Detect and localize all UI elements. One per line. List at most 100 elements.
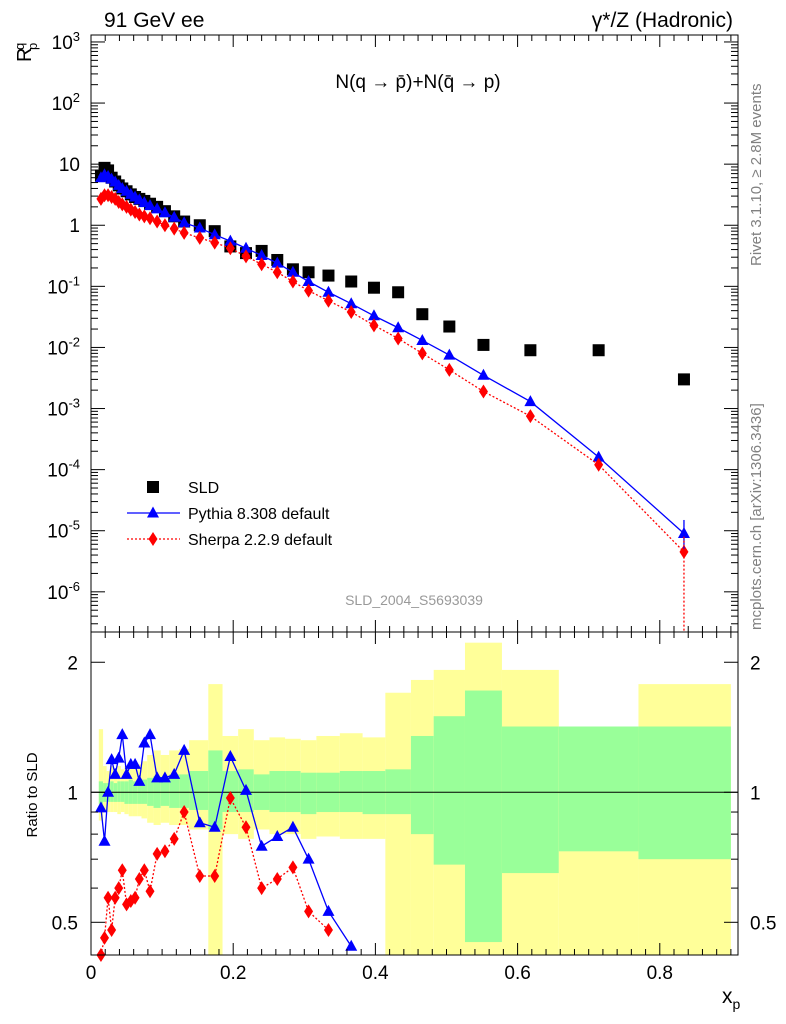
upper-point-1-14 <box>158 206 171 218</box>
xtick-label-2: 0.4 <box>362 963 389 984</box>
ratio-point-0-21 <box>255 839 268 851</box>
ratio-point-1-17 <box>195 868 205 883</box>
upper-point-2-34 <box>679 544 689 559</box>
upper-point-1-27 <box>367 309 380 321</box>
upper-point-1-16 <box>178 216 191 228</box>
band-inner-33 <box>558 726 639 852</box>
band-inner-22 <box>269 771 286 813</box>
legend-label-0: SLD <box>188 480 219 497</box>
xtick-label-4: 0.8 <box>647 963 673 984</box>
upper-point-1-26 <box>345 297 358 309</box>
upper-point-2-28 <box>393 331 403 346</box>
ratio-point-0-9 <box>129 757 142 769</box>
legend-label-2: Sherpa 2.2.9 default <box>188 532 333 549</box>
ratio-point-1-13 <box>152 846 162 861</box>
lower-ytick-label-right-1: 1 <box>750 783 761 804</box>
band-inner-28 <box>385 769 411 815</box>
band-inner-32 <box>501 726 559 874</box>
ratio-point-0-23 <box>286 820 299 832</box>
upper-point-1-25 <box>322 285 335 297</box>
ratio-point-1-2 <box>103 890 113 905</box>
svg-text:102: 102 <box>52 90 80 115</box>
band-inner-6 <box>120 781 125 802</box>
upper-point-1-19 <box>224 234 237 246</box>
side-label-mcplots: mcplots.cern.ch [arXiv:1306.3436] <box>748 403 765 630</box>
svg-text:10-3: 10-3 <box>47 396 80 421</box>
main-title: N(q → p̄)+N(q̄ → p) <box>335 72 500 93</box>
band-inner-15 <box>169 774 180 808</box>
upper-series-0 <box>94 161 690 386</box>
upper-point-2-26 <box>346 305 356 320</box>
lower-frame <box>90 631 739 956</box>
upper-point-0-26 <box>345 275 358 288</box>
xtick-label-3: 0.6 <box>504 963 530 984</box>
ratio-point-0-4 <box>109 767 122 779</box>
upper-point-1-30 <box>443 348 456 360</box>
ratio-point-1-10 <box>134 871 144 886</box>
ratio-point-1-21 <box>257 881 267 896</box>
upper-point-2-33 <box>594 457 604 472</box>
band-inner-16 <box>179 774 190 808</box>
upper-point-2-22 <box>272 265 282 280</box>
upper-point-0-24 <box>302 266 315 279</box>
svg-text:10-1: 10-1 <box>47 273 80 298</box>
upper-point-1-23 <box>286 265 299 277</box>
band-inner-24 <box>300 772 317 815</box>
upper-point-2-13 <box>152 214 162 229</box>
legend-entry-0: SLD <box>147 480 219 497</box>
ratio-point-0-19 <box>224 750 237 762</box>
band-inner-17 <box>189 771 209 810</box>
upper-point-2-19 <box>225 241 235 256</box>
ratio-point-0-15 <box>168 767 181 779</box>
ratio-point-1-23 <box>288 860 298 875</box>
legend-marker-0 <box>147 481 159 493</box>
ratio-point-1-24 <box>304 904 314 919</box>
lower-ytick-label-right-0: 0.5 <box>750 913 776 934</box>
svg-text:103: 103 <box>52 29 80 54</box>
legend-entry-1: Pythia 8.308 default <box>127 506 330 523</box>
lower-ytick-label-right-2: 2 <box>750 653 761 674</box>
upper-ytick-label-9: 103 <box>52 29 80 54</box>
svg-text:10-6: 10-6 <box>47 579 80 604</box>
ratio-point-0-13 <box>151 771 164 783</box>
upper-ytick-label-2: 10-4 <box>47 457 80 482</box>
svg-text:q: q <box>12 43 27 50</box>
svg-text:R: R <box>14 48 36 62</box>
legend-marker-1 <box>147 506 159 518</box>
upper-point-1-18 <box>208 228 221 240</box>
upper-point-2-18 <box>210 235 220 250</box>
upper-point-0-28 <box>392 286 405 299</box>
xtick-label-0: 0 <box>86 963 97 984</box>
upper-point-2-20 <box>241 249 251 264</box>
header-right: γ*/Z (Hadronic) <box>592 9 733 32</box>
band-inner-11 <box>141 779 148 804</box>
svg-text:10-2: 10-2 <box>47 334 80 359</box>
legend-label-1: Pythia 8.308 default <box>188 506 330 523</box>
ratio-point-0-12 <box>144 728 157 740</box>
upper-point-1-28 <box>392 321 405 333</box>
ratio-point-1-6 <box>117 863 127 878</box>
band-inner-26 <box>339 771 363 813</box>
upper-point-1-12 <box>144 199 157 211</box>
upper-point-1-20 <box>239 241 252 253</box>
upper-point-1-32 <box>524 395 537 407</box>
upper-point-1-15 <box>168 210 181 222</box>
band-inner-23 <box>285 771 301 813</box>
ratio-point-1-11 <box>139 863 149 878</box>
ratio-point-1-22 <box>272 871 282 886</box>
upper-point-1-17 <box>193 221 206 233</box>
x-axis-label: xp <box>722 985 741 1012</box>
upper-point-0-29 <box>416 308 429 321</box>
ratio-point-0-7 <box>120 767 133 779</box>
upper-point-0-27 <box>367 281 380 294</box>
ratio-point-0-17 <box>193 816 206 828</box>
xtick-label-1: 0.2 <box>220 963 246 984</box>
ratio-point-0-22 <box>271 829 284 841</box>
upper-point-2-24 <box>304 283 314 298</box>
ratio-point-0-2 <box>102 785 115 797</box>
svg-text:10-5: 10-5 <box>47 518 80 543</box>
upper-point-2-16 <box>179 225 189 240</box>
ratio-series-0 <box>94 728 358 951</box>
band-inner-8 <box>128 779 133 804</box>
ratio-point-1-16 <box>179 805 189 820</box>
